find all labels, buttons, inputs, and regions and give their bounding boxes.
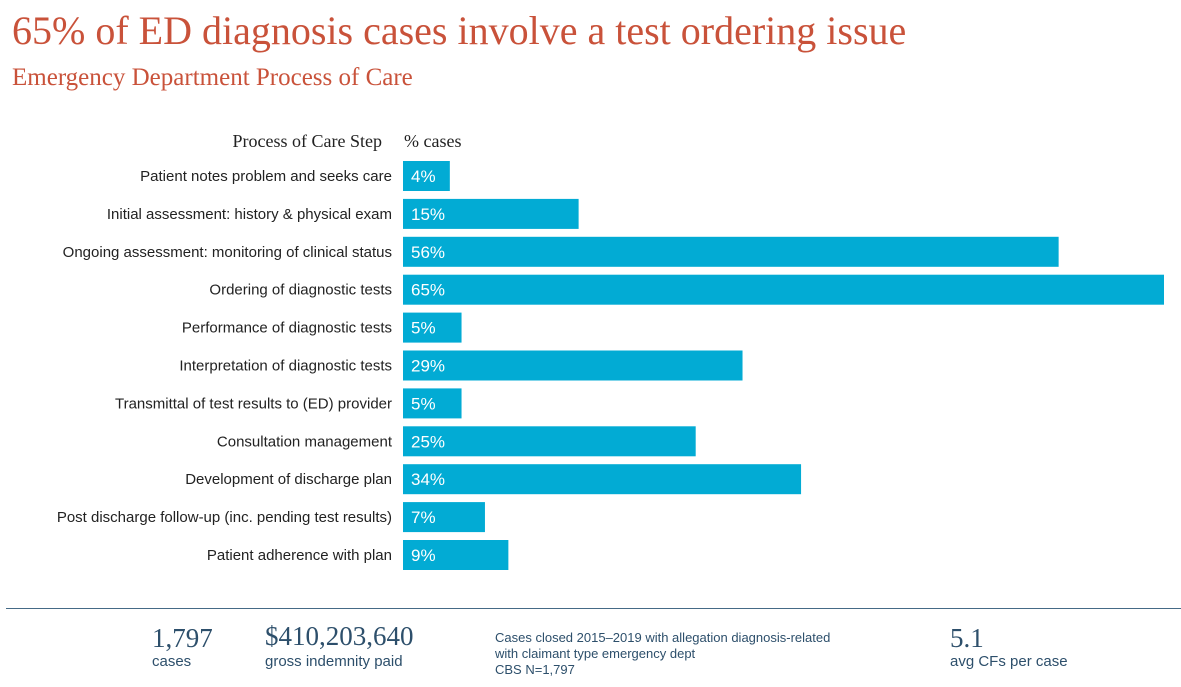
stat-cases-number: 1,797 bbox=[152, 623, 213, 653]
category-label: Performance of diagnostic tests bbox=[182, 320, 392, 337]
category-label: Consultation management bbox=[217, 433, 393, 450]
bar-value-label: 9% bbox=[411, 546, 436, 565]
bar-value-label: 25% bbox=[411, 432, 445, 451]
bar bbox=[403, 540, 509, 570]
bar bbox=[403, 502, 485, 533]
bar bbox=[403, 426, 696, 457]
footnote-line-2: with claimant type emergency dept bbox=[495, 646, 696, 661]
bar-chart: Patient notes problem and seeks care 4% In… bbox=[57, 161, 1164, 570]
footnote: Cases closed 2015–2019 with allegation d… bbox=[495, 630, 830, 678]
bar bbox=[403, 274, 1164, 305]
stat-cases-label: cases bbox=[152, 653, 192, 670]
category-label: Post discharge follow-up (inc. pending t… bbox=[57, 509, 392, 526]
bar-value-label: 7% bbox=[411, 508, 436, 527]
bar bbox=[403, 388, 462, 419]
bar bbox=[403, 198, 579, 229]
bar-value-label: 34% bbox=[411, 470, 445, 489]
stat-cfs-number: 5.1 bbox=[950, 623, 984, 653]
category-column-header: Process of Care Step bbox=[232, 131, 382, 151]
bar-value-label: 5% bbox=[411, 319, 436, 338]
category-label: Ongoing assessment: monitoring of clinic… bbox=[63, 244, 392, 261]
stat-indemnity-number: $410,203,640 bbox=[265, 621, 414, 651]
footer-divider bbox=[6, 608, 1181, 609]
page-title: 65% of ED diagnosis cases involve a test… bbox=[12, 8, 907, 53]
bar bbox=[403, 236, 1059, 267]
bar-value-label: 5% bbox=[411, 394, 436, 413]
category-label: Development of discharge plan bbox=[185, 471, 392, 488]
bar-value-label: 15% bbox=[411, 205, 445, 224]
bar-value-label: 56% bbox=[411, 243, 445, 262]
stat-indemnity-label: gross indemnity paid bbox=[265, 653, 403, 670]
category-label: Interpretation of diagnostic tests bbox=[179, 358, 392, 375]
stat-cfs-label: avg CFs per case bbox=[950, 653, 1068, 670]
bar bbox=[403, 350, 743, 381]
page-subtitle: Emergency Department Process of Care bbox=[12, 64, 413, 91]
category-label: Transmittal of test results to (ED) prov… bbox=[115, 395, 392, 412]
footnote-line-1: Cases closed 2015–2019 with allegation d… bbox=[495, 630, 831, 645]
category-label: Patient adherence with plan bbox=[207, 547, 392, 564]
bar bbox=[403, 464, 802, 495]
bar-value-label: 65% bbox=[411, 281, 445, 300]
category-label: Ordering of diagnostic tests bbox=[209, 282, 392, 299]
footnote-line-3: CBS N=1,797 bbox=[495, 662, 575, 677]
value-column-header: % cases bbox=[404, 131, 462, 151]
bar bbox=[403, 161, 450, 191]
bar bbox=[403, 312, 462, 343]
bar-value-label: 4% bbox=[411, 167, 436, 186]
category-label: Patient notes problem and seeks care bbox=[140, 168, 392, 185]
bar-value-label: 29% bbox=[411, 357, 445, 376]
category-label: Initial assessment: history & physical e… bbox=[107, 206, 392, 223]
